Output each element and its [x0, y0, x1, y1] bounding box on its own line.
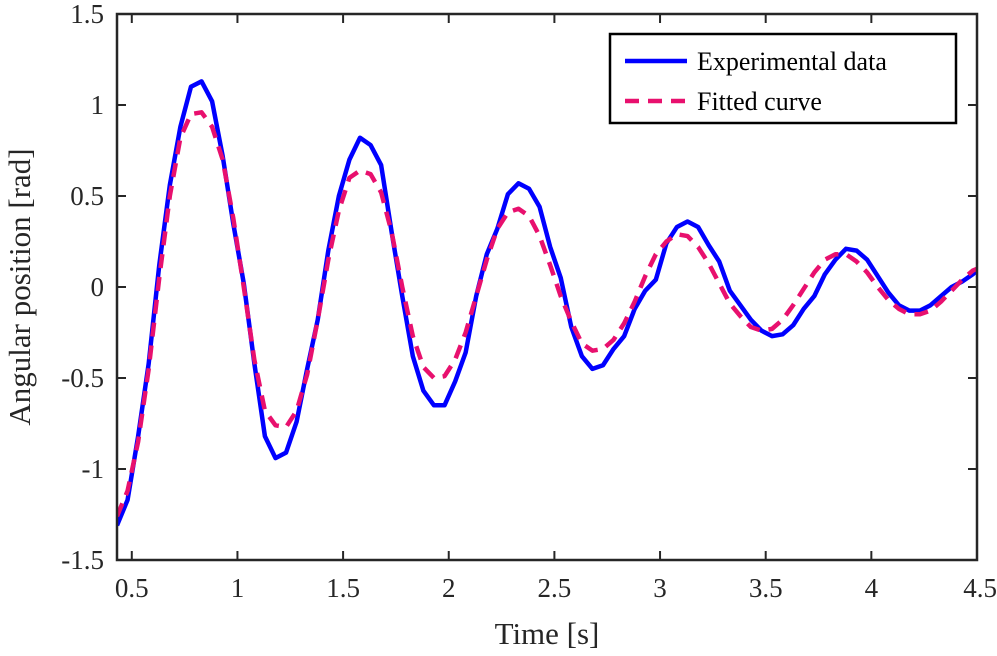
- series-fitted-line: [117, 110, 977, 518]
- x-tick-label: 0.5: [115, 573, 149, 603]
- legend-label-experimental: Experimental data: [697, 47, 887, 76]
- legend-label-fitted: Fitted curve: [697, 87, 822, 116]
- y-tick-label: -1.5: [61, 545, 104, 575]
- x-tick-label: 2.5: [538, 573, 572, 603]
- x-axis-label: Time [s]: [495, 616, 600, 651]
- x-tick-label: 4: [865, 573, 879, 603]
- x-tick-label: 3: [653, 573, 667, 603]
- legend: Experimental data Fitted curve: [608, 32, 958, 125]
- x-tick-label: 1: [231, 573, 245, 603]
- y-tick-label: 1: [91, 90, 105, 120]
- x-tick-label: 4.5: [963, 573, 997, 603]
- series-experimental-line: [117, 79, 977, 527]
- x-tick-label: 2: [442, 573, 456, 603]
- y-tick-label: 0.5: [70, 181, 104, 211]
- y-tick-label: -0.5: [61, 363, 104, 393]
- legend-box: [608, 32, 958, 125]
- y-tick-label: 1.5: [70, 0, 104, 29]
- x-tick-label: 1.5: [326, 573, 360, 603]
- axes-layer: 0.5 1 1.5 2 2.5 3 3.5 4 4.5 -1.5 -1 -0.5 0 0.5 1 1.5: [61, 0, 997, 603]
- y-tick-label: -1: [82, 454, 105, 484]
- y-tick-label: 0: [91, 272, 105, 302]
- y-axis-label: Angular position [rad]: [2, 148, 37, 425]
- series-layer: [117, 79, 977, 527]
- x-tick-label: 3.5: [749, 573, 783, 603]
